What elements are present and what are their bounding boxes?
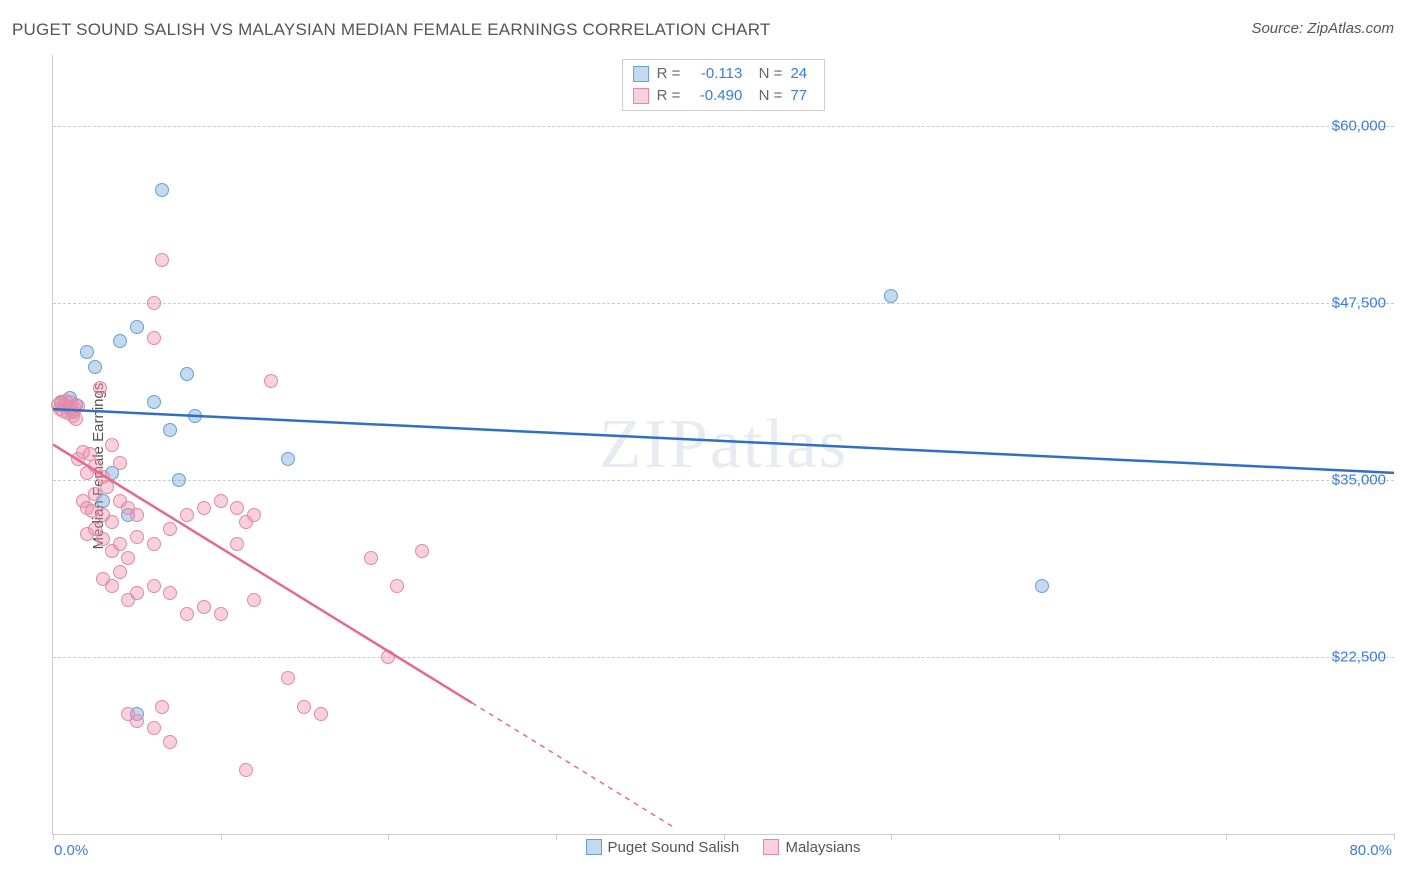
legend-stats: R = -0.113 N = 24 R = -0.490 N = 77 <box>622 59 826 111</box>
point-series-2 <box>105 438 119 452</box>
point-series-2 <box>180 508 194 522</box>
point-series-2 <box>230 501 244 515</box>
point-series-2 <box>264 374 278 388</box>
point-series-2 <box>390 579 404 593</box>
chart-title: PUGET SOUND SALISH VS MALAYSIAN MEDIAN F… <box>12 20 770 40</box>
point-series-2 <box>147 537 161 551</box>
point-series-2 <box>147 331 161 345</box>
legend-series: Puget Sound Salish Malaysians <box>52 839 1394 860</box>
point-series-1 <box>180 367 194 381</box>
chart-container: Median Female Earnings ZIPatlas R = -0.1… <box>12 55 1394 877</box>
point-series-2 <box>381 650 395 664</box>
point-series-2 <box>121 551 135 565</box>
point-series-1 <box>281 452 295 466</box>
point-series-2 <box>147 721 161 735</box>
point-series-2 <box>155 253 169 267</box>
point-series-2 <box>197 501 211 515</box>
legend-swatch-2 <box>633 88 649 104</box>
trend-lines <box>53 55 1394 834</box>
stat-r-label-1: R = <box>657 63 681 85</box>
legend-stats-row-2: R = -0.490 N = 77 <box>633 85 815 107</box>
legend-series-1-label: Puget Sound Salish <box>608 839 740 856</box>
point-series-2 <box>147 579 161 593</box>
y-tick-label: $35,000 <box>1332 471 1386 488</box>
point-series-2 <box>113 456 127 470</box>
legend-swatch-series-2 <box>763 839 779 855</box>
stat-n-label-1: N = <box>750 63 782 85</box>
point-series-2 <box>130 586 144 600</box>
point-series-2 <box>214 607 228 621</box>
point-series-2 <box>113 537 127 551</box>
point-series-2 <box>297 700 311 714</box>
gridline <box>53 657 1394 658</box>
point-series-2 <box>163 586 177 600</box>
stat-r-value-2: -0.490 <box>688 85 742 107</box>
point-series-2 <box>105 579 119 593</box>
point-series-2 <box>314 707 328 721</box>
point-series-2 <box>239 763 253 777</box>
point-series-1 <box>130 320 144 334</box>
point-series-2 <box>113 565 127 579</box>
point-series-2 <box>197 600 211 614</box>
point-series-1 <box>88 360 102 374</box>
plot-area: ZIPatlas R = -0.113 N = 24 R = -0.490 N … <box>52 55 1394 835</box>
point-series-2 <box>69 412 83 426</box>
legend-series-1: Puget Sound Salish <box>586 839 740 856</box>
point-series-2 <box>364 551 378 565</box>
y-tick-label: $60,000 <box>1332 117 1386 134</box>
y-tick-label: $47,500 <box>1332 294 1386 311</box>
point-series-2 <box>239 515 253 529</box>
point-series-1 <box>188 409 202 423</box>
point-series-2 <box>281 671 295 685</box>
chart-source: Source: ZipAtlas.com <box>1251 20 1394 37</box>
point-series-1 <box>147 395 161 409</box>
point-series-1 <box>155 183 169 197</box>
point-series-1 <box>172 473 186 487</box>
chart-header: PUGET SOUND SALISH VS MALAYSIAN MEDIAN F… <box>12 20 1394 50</box>
stat-n-label-2: N = <box>750 85 782 107</box>
point-series-1 <box>163 423 177 437</box>
point-series-2 <box>93 381 107 395</box>
watermark: ZIPatlas <box>599 405 848 485</box>
legend-swatch-series-1 <box>586 839 602 855</box>
point-series-1 <box>884 289 898 303</box>
point-series-2 <box>130 714 144 728</box>
stat-n-value-1: 24 <box>790 63 814 85</box>
point-series-2 <box>130 508 144 522</box>
point-series-2 <box>163 735 177 749</box>
stat-r-label-2: R = <box>657 85 681 107</box>
point-series-2 <box>214 494 228 508</box>
point-series-2 <box>180 607 194 621</box>
point-series-2 <box>163 522 177 536</box>
stat-n-value-2: 77 <box>790 85 814 107</box>
point-series-1 <box>113 334 127 348</box>
legend-swatch-1 <box>633 66 649 82</box>
point-series-2 <box>130 530 144 544</box>
gridline <box>53 126 1394 127</box>
stat-r-value-1: -0.113 <box>688 63 742 85</box>
gridline <box>53 480 1394 481</box>
y-tick-label: $22,500 <box>1332 648 1386 665</box>
gridline <box>53 303 1394 304</box>
legend-series-2-label: Malaysians <box>785 839 860 856</box>
point-series-2 <box>415 544 429 558</box>
point-series-2 <box>247 593 261 607</box>
point-series-2 <box>105 515 119 529</box>
point-series-1 <box>80 345 94 359</box>
point-series-2 <box>88 487 102 501</box>
point-series-2 <box>230 537 244 551</box>
legend-series-2: Malaysians <box>763 839 860 856</box>
point-series-1 <box>1035 579 1049 593</box>
point-series-2 <box>155 700 169 714</box>
point-series-2 <box>147 296 161 310</box>
x-tick <box>1394 834 1395 840</box>
legend-stats-row-1: R = -0.113 N = 24 <box>633 63 815 85</box>
point-series-2 <box>71 399 85 413</box>
